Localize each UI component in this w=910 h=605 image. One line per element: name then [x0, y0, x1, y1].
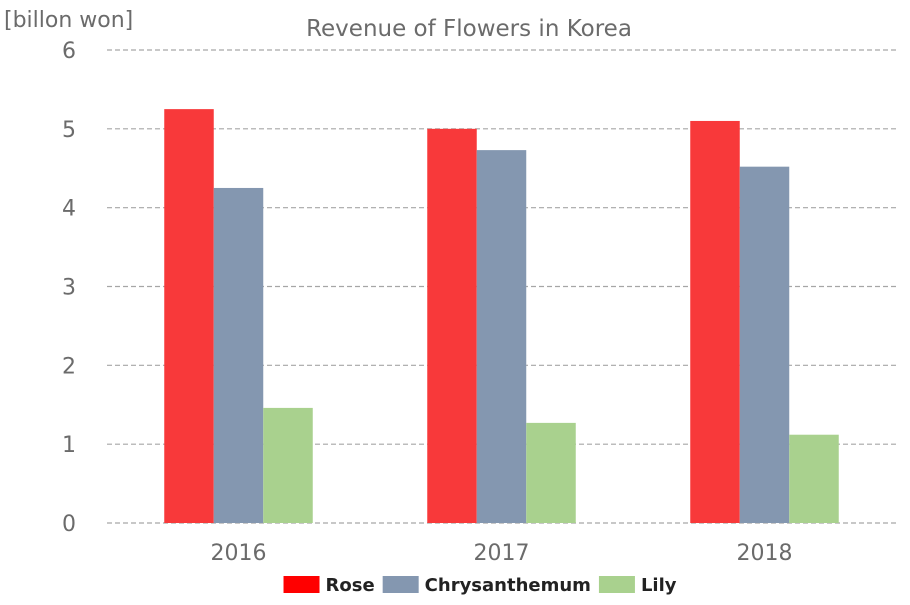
- legend-label-chrysanthemum: Chrysanthemum: [425, 575, 591, 596]
- bar-lily-2018: [789, 434, 839, 523]
- bar-rose-2016: [164, 109, 214, 523]
- bar-lily-2017: [526, 422, 576, 523]
- legend-swatch-chrysanthemum: [382, 576, 419, 593]
- bar-rose-2017: [427, 128, 477, 524]
- bar-chrysanthemum-2016: [213, 187, 264, 524]
- y-tick-label: 4: [62, 197, 76, 222]
- y-tick-label: 5: [62, 118, 76, 143]
- x-tick-label: 2017: [474, 541, 530, 566]
- y-axis-ticks: 0 1 2 3 4 5 6: [62, 39, 76, 537]
- y-axis-unit-label: [billon won]: [4, 8, 133, 33]
- bar-lily-2016: [263, 407, 313, 523]
- bar-rose-2018: [690, 120, 740, 523]
- x-tick-label: 2016: [211, 541, 267, 566]
- bar-chrysanthemum-2017: [476, 150, 527, 523]
- bars: [164, 109, 839, 524]
- legend: Rose Chrysanthemum Lily: [283, 575, 677, 596]
- chart-title: Revenue of Flowers in Korea: [306, 16, 632, 42]
- legend-swatch-rose: [283, 576, 320, 593]
- legend-label-rose: Rose: [326, 575, 375, 596]
- y-tick-label: 2: [62, 354, 76, 379]
- x-axis-ticks: 2016 2017 2018: [211, 541, 793, 566]
- legend-swatch-lily: [598, 576, 635, 593]
- y-tick-label: 3: [62, 276, 76, 301]
- y-tick-label: 0: [62, 512, 76, 537]
- legend-label-lily: Lily: [641, 575, 677, 596]
- bar-chrysanthemum-2018: [739, 166, 790, 523]
- x-tick-label: 2018: [737, 541, 793, 566]
- y-tick-label: 1: [62, 433, 76, 458]
- y-tick-label: 6: [62, 39, 76, 64]
